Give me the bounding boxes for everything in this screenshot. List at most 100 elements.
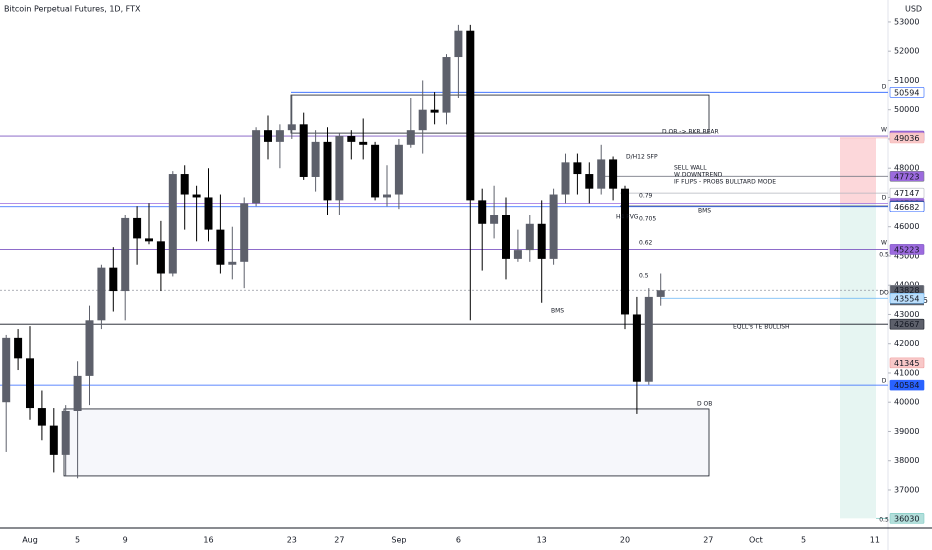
candle-body <box>585 174 594 189</box>
y-tick-label: 53000 <box>894 17 919 26</box>
candle-body <box>347 136 356 142</box>
candle-body <box>609 159 618 189</box>
x-tick-label: 27 <box>334 536 344 545</box>
price-tag <box>889 244 925 255</box>
price-tag <box>889 201 925 213</box>
annotation: D <box>882 84 887 91</box>
candle-body <box>632 314 641 382</box>
annotation: W <box>881 240 887 247</box>
annotation: 0.62 <box>639 240 653 247</box>
candle-body <box>335 136 344 201</box>
x-tick-label: 20 <box>620 536 630 545</box>
candle-body <box>323 141 332 201</box>
price-tag <box>889 132 925 144</box>
price-tag <box>889 379 925 391</box>
candle-body <box>454 30 463 58</box>
annotation: D <box>882 378 887 385</box>
candle-body <box>61 410 70 455</box>
x-tick-label: Aug <box>22 536 38 545</box>
candle-body <box>383 194 391 198</box>
candle-body <box>430 109 439 113</box>
y-tick-label: 45000 <box>894 251 919 260</box>
candle-body <box>478 200 487 224</box>
y-tick-label: 40000 <box>894 398 919 407</box>
annotation: H4 FVG <box>616 214 639 221</box>
candle-body <box>490 215 499 224</box>
candle-body <box>311 141 320 177</box>
candle-body <box>109 267 118 292</box>
candle-body <box>275 130 284 142</box>
y-tick-label: 37000 <box>894 485 919 494</box>
candle-body <box>561 162 570 195</box>
price-tag-label: 47723 <box>894 172 919 181</box>
candle-body <box>180 174 189 195</box>
x-tick-label: 27 <box>703 536 713 545</box>
annotation: SELL WALL <box>674 165 707 172</box>
y-tick-label: 46000 <box>894 222 919 231</box>
annotation: D/H12 SFP <box>626 154 658 161</box>
candle-body <box>156 241 165 274</box>
x-tick-label: 5 <box>75 536 80 545</box>
price-tag <box>889 292 925 304</box>
candle-body <box>656 290 665 297</box>
y-tick-label: 51000 <box>894 76 919 85</box>
candle-body <box>228 261 237 265</box>
candle-body <box>204 197 213 230</box>
candle-body <box>252 130 261 204</box>
candle-body <box>121 217 130 292</box>
annotation: 0.705 <box>639 216 656 223</box>
candle-body <box>418 109 427 131</box>
candle-body <box>549 194 558 259</box>
x-tick-label: 23 <box>287 536 297 545</box>
candle-body <box>26 358 34 409</box>
annotation: W <box>881 127 887 134</box>
x-tick-label: 5 <box>801 536 806 545</box>
annotation: DO <box>879 290 889 297</box>
price-tag-label: 43828 <box>894 286 919 295</box>
order-block <box>63 408 710 477</box>
annotation: BMS <box>698 208 711 215</box>
annotation: D <box>882 195 887 202</box>
x-tick-label: 6 <box>456 536 461 545</box>
candle-body <box>216 229 225 265</box>
candle-body <box>621 188 629 315</box>
price-tag-label: 36030 <box>894 514 919 523</box>
annotation: D OB <box>697 401 712 408</box>
candle-body <box>394 144 403 195</box>
candle-body <box>525 223 534 251</box>
x-tick-label: Sep <box>391 536 406 545</box>
annotation: 0.5 <box>639 273 649 280</box>
price-tag <box>889 318 925 330</box>
candle-body <box>14 337 23 359</box>
candle-body <box>502 215 510 259</box>
risk-box <box>840 137 876 204</box>
candle-body <box>644 296 653 382</box>
candle-body <box>406 130 415 145</box>
candle-body <box>442 57 451 113</box>
price-tag <box>889 513 925 524</box>
price-tag <box>889 357 925 369</box>
x-tick-label: 11 <box>870 536 880 545</box>
price-tag-label: 46682 <box>894 203 919 212</box>
y-tick-label: 41000 <box>894 368 919 377</box>
annotation: IF FLIPS - PROBS BULLTARD MODE <box>674 179 776 186</box>
annotation: BMS <box>551 308 564 315</box>
y-tick-label: 38000 <box>894 456 919 465</box>
reward-box <box>840 203 876 519</box>
candle-body <box>2 337 11 403</box>
y-tick-label: 52000 <box>894 47 919 56</box>
y-tick-label: 43000 <box>894 310 919 319</box>
candle-body <box>133 217 142 239</box>
x-tick-label: Oct <box>749 536 763 545</box>
chart-title: Bitcoin Perpetual Futures, 1D, FTX <box>4 5 141 14</box>
y-tick-label: 50000 <box>894 105 919 114</box>
annotation: D OB -> BKR BEAR <box>662 129 719 136</box>
price-tag-label: 50594 <box>894 88 919 97</box>
x-tick-label: 16 <box>203 536 213 545</box>
x-tick-label: 9 <box>123 536 128 545</box>
annotation: 0.5 <box>879 252 889 259</box>
price-tag-label: 42667 <box>894 320 919 329</box>
candle-body <box>513 250 522 259</box>
candle-body <box>597 159 606 189</box>
annotation: 0.79 <box>639 193 653 200</box>
